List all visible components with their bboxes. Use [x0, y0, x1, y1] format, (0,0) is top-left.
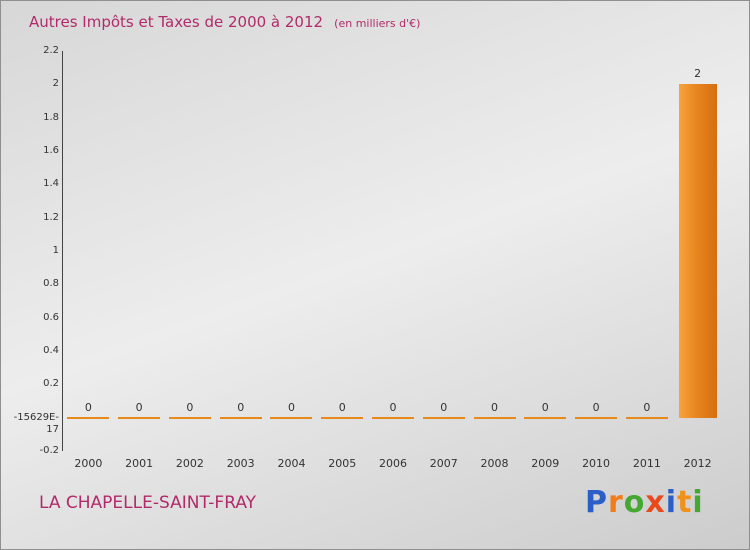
y-axis-line	[62, 51, 63, 451]
zero-marker-2009	[524, 416, 567, 419]
zero-marker-2008	[473, 416, 516, 419]
x-tick-label-2011: 2011	[632, 457, 661, 470]
x-tick-label-2002: 2002	[175, 457, 204, 470]
zero-marker-2007	[422, 416, 465, 419]
logo-letter: i	[665, 485, 678, 520]
value-label-2008: 0	[491, 400, 499, 414]
value-label-2004: 0	[287, 400, 295, 414]
value-label-2001: 0	[135, 400, 143, 414]
chart-subtitle: (en milliers d'€)	[334, 17, 421, 30]
y-tick-label: -15629E-17	[13, 411, 59, 435]
x-tick-label-2000: 2000	[74, 457, 103, 470]
y-tick-label: 1.8	[43, 111, 59, 123]
value-label-2003: 0	[237, 400, 245, 414]
zero-marker-2001	[118, 416, 161, 419]
x-tick-label-2003: 2003	[226, 457, 255, 470]
y-tick-label: -0.2	[39, 445, 59, 456]
value-label-2011: 0	[643, 400, 651, 414]
value-label-2005: 0	[338, 400, 346, 414]
value-label-2010: 0	[592, 400, 600, 414]
logo-letter: x	[645, 485, 666, 520]
bar-2012	[678, 84, 717, 418]
x-tick-label-2001: 2001	[125, 457, 154, 470]
chart-title-row: Autres Impôts et Taxes de 2000 à 2012 (e…	[29, 12, 420, 31]
x-tick-label-2006: 2006	[379, 457, 407, 470]
x-tick-label-2005: 2005	[328, 457, 357, 470]
x-tick-label-2012: 2012	[683, 457, 712, 470]
y-tick-label: 2.2	[43, 45, 59, 56]
logo-letter: o	[623, 485, 646, 520]
zero-marker-2011	[625, 416, 668, 419]
x-tick-label-2004: 2004	[277, 457, 306, 470]
y-tick-label: 0.6	[43, 311, 59, 323]
y-tick-label: 1.6	[43, 145, 59, 156]
zero-marker-2002	[168, 416, 211, 419]
y-tick-label: 1.4	[43, 178, 59, 190]
x-tick-label-2008: 2008	[480, 457, 509, 470]
x-tick-label-2007: 2007	[429, 457, 458, 470]
y-tick-label: 1.2	[43, 211, 59, 223]
zero-marker-2005	[321, 416, 364, 419]
y-tick-label: 0.2	[43, 378, 59, 390]
value-label-2002: 0	[186, 400, 194, 414]
logo-letter: r	[608, 485, 624, 520]
x-tick-label-2010: 2010	[582, 457, 611, 470]
chart-title: Autres Impôts et Taxes de 2000 à 2012	[29, 13, 324, 31]
zero-marker-2004	[270, 416, 313, 419]
y-tick-label: 0.4	[43, 345, 59, 356]
logo-letter: P	[585, 485, 608, 520]
x-tick-label-2009: 2009	[531, 457, 560, 470]
y-tick-label: 1	[52, 245, 59, 256]
value-label-2000: 0	[84, 400, 92, 414]
zero-marker-2006	[372, 416, 414, 419]
logo-letter: i	[692, 485, 704, 520]
proxiti-logo: Proxiti	[585, 485, 704, 520]
value-label-2006: 0	[389, 400, 397, 414]
zero-marker-2003	[219, 416, 262, 419]
value-label-2007: 0	[440, 400, 448, 414]
y-tick-label: 0.8	[43, 278, 59, 290]
value-label-2012: 2	[694, 67, 702, 81]
logo-letter: t	[677, 485, 693, 520]
zero-marker-2000	[67, 416, 110, 419]
commune-label: LA CHAPELLE-SAINT-FRAY	[39, 493, 257, 513]
zero-marker-2010	[575, 416, 618, 419]
value-label-2009: 0	[541, 400, 549, 414]
y-tick-label: 2	[52, 78, 59, 90]
